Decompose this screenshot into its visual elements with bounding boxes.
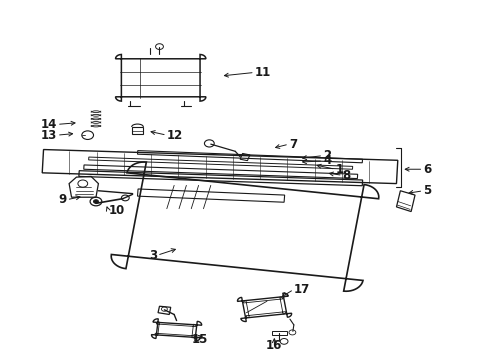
Text: 2: 2 <box>323 149 331 162</box>
Text: 14: 14 <box>41 118 57 131</box>
Text: 12: 12 <box>167 129 183 142</box>
Text: 1: 1 <box>335 163 343 176</box>
Text: 9: 9 <box>58 193 67 206</box>
Text: 13: 13 <box>41 129 57 142</box>
Text: 5: 5 <box>423 184 432 197</box>
Text: 8: 8 <box>343 169 351 182</box>
Circle shape <box>94 200 98 203</box>
Text: 3: 3 <box>149 249 157 262</box>
Text: 16: 16 <box>266 339 283 352</box>
Text: 17: 17 <box>294 283 310 296</box>
Text: 6: 6 <box>423 163 432 176</box>
Text: 11: 11 <box>255 66 271 79</box>
Text: 7: 7 <box>289 138 297 150</box>
Text: 10: 10 <box>108 204 124 217</box>
Text: 4: 4 <box>323 154 331 167</box>
Text: 15: 15 <box>191 333 208 346</box>
